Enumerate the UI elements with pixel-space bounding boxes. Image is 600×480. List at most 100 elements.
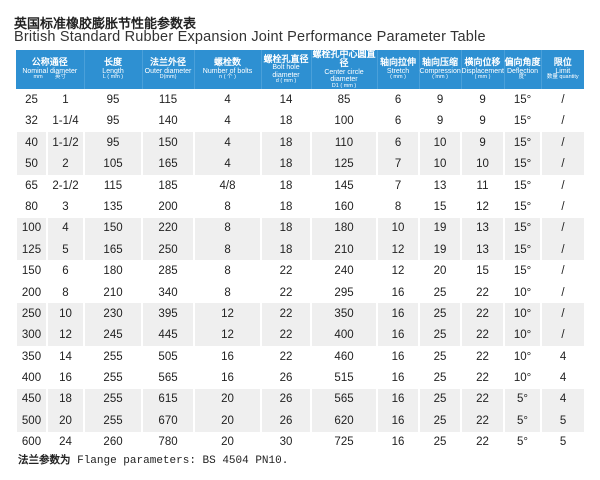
- header-cell: 长度 Length L ( mm ): [83, 50, 143, 90]
- table-cell: 20: [45, 410, 85, 432]
- table-cell: 15°: [503, 153, 542, 175]
- table-cell: 22: [460, 303, 505, 325]
- table-cell: 20: [418, 260, 462, 282]
- header-unit: 度°: [518, 74, 527, 81]
- table-cell: 250: [15, 303, 47, 325]
- table-cell: 25: [418, 367, 462, 389]
- table-cell: 26: [260, 410, 312, 432]
- table-cell: 340: [141, 281, 195, 304]
- table-cell: 2: [45, 153, 85, 175]
- table-cell: 165: [141, 153, 195, 175]
- table-cell: 3: [45, 196, 85, 218]
- table-cell: 10: [460, 153, 505, 175]
- table-cell: 22: [460, 367, 505, 389]
- table-cell: 4: [193, 153, 262, 175]
- table-cell: 16: [376, 367, 420, 389]
- table-cell: 25: [15, 89, 47, 111]
- table-cell: 13: [460, 239, 505, 261]
- table-row: 125 5 165 250 8 18 210 12 19 13 15° /: [15, 239, 585, 261]
- table-cell: 260: [83, 431, 143, 453]
- table-cell: 210: [310, 239, 378, 261]
- table-cell: 18: [260, 217, 312, 240]
- table-cell: 16: [376, 388, 420, 411]
- title-zh: 英国标准橡胶膨胀节性能参数表: [14, 16, 197, 31]
- header-unit: ( mm ): [390, 74, 406, 81]
- table-cell: 4: [540, 346, 585, 368]
- table-cell: 9: [460, 132, 505, 154]
- table-cell: 18: [45, 388, 85, 411]
- table-cell: 245: [83, 324, 143, 347]
- header-zh: 法兰外径: [150, 57, 187, 68]
- table-cell: 10°: [503, 281, 542, 304]
- header-cell: 螺栓数 Number of bolts n ( 个 ): [193, 50, 262, 90]
- table-cell: 5°: [503, 431, 542, 453]
- table-row: 150 6 180 285 8 22 240 12 20 15 15° /: [15, 260, 585, 282]
- table-cell: /: [540, 89, 585, 111]
- table-cell: 15: [418, 196, 462, 218]
- table-cell: 8: [193, 217, 262, 240]
- table-cell: 670: [141, 410, 195, 432]
- table-cell: 300: [15, 324, 47, 347]
- table-cell: 10°: [503, 367, 542, 389]
- table-cell: 6: [376, 110, 420, 133]
- table-cell: 165: [83, 239, 143, 261]
- table-cell: 22: [460, 431, 505, 453]
- table-cell: 15°: [503, 260, 542, 282]
- table-cell: 65: [15, 174, 47, 197]
- table-cell: 240: [310, 260, 378, 282]
- table-cell: 4: [193, 132, 262, 154]
- table-cell: 7: [376, 174, 420, 197]
- table-cell: 12: [460, 196, 505, 218]
- header-unit: n ( 个 ): [219, 74, 236, 81]
- table-cell: 15°: [503, 110, 542, 133]
- table-cell: 615: [141, 388, 195, 411]
- table-row: 80 3 135 200 8 18 160 8 15 12 15° /: [15, 196, 585, 218]
- table-cell: 9: [418, 110, 462, 133]
- table-cell: 255: [83, 367, 143, 389]
- table-cell: 115: [83, 174, 143, 197]
- table-cell: 445: [141, 324, 195, 347]
- table-cell: 19: [418, 217, 462, 240]
- table-cell: 18: [260, 239, 312, 261]
- table-cell: 15°: [503, 132, 542, 154]
- header-cell: 法兰外径 Outer diameter D(mm): [141, 50, 195, 90]
- header-en: Outer diameter: [144, 67, 192, 75]
- table-row: 40 1-1/2 95 150 4 18 110 6 10 9 15° /: [15, 132, 585, 154]
- header-unit: ( mm ): [432, 74, 448, 81]
- header-zh: 轴向压缩: [422, 57, 459, 68]
- table-row: 32 1-1/4 95 140 4 18 100 6 9 9 15° /: [15, 110, 585, 133]
- table-cell: 7: [376, 153, 420, 175]
- table-cell: 25: [418, 388, 462, 411]
- header-nominal-diameter: 公称通径 Nominal diameter mm 英寸: [16, 50, 85, 90]
- table-cell: 200: [141, 196, 195, 218]
- table-cell: 22: [460, 410, 505, 432]
- table-cell: 25: [418, 281, 462, 304]
- table-cell: 22: [260, 260, 312, 282]
- table-cell: 10°: [503, 303, 542, 325]
- header-cell: 螺栓孔直径 Bolt hole diameter d ( mm ): [260, 50, 312, 90]
- table-cell: 15°: [503, 196, 542, 218]
- header-unit: L ( mm ): [102, 74, 124, 81]
- table-cell: 11: [460, 174, 505, 197]
- unit-inch: 英寸: [54, 74, 66, 81]
- table-cell: 6: [376, 132, 420, 154]
- table-cell: 515: [310, 367, 378, 389]
- table-row: 500 20 255 670 20 26 620 16 25 22 5° 5: [15, 410, 585, 432]
- table-cell: 8: [193, 281, 262, 304]
- header-cell: 横向位移 Displacement( mm ): [460, 50, 505, 90]
- table-cell: 210: [83, 281, 143, 304]
- table-cell: 220: [141, 217, 195, 240]
- table-cell: 18: [260, 196, 312, 218]
- table-cell: 150: [141, 132, 195, 154]
- table-cell: 4/8: [193, 174, 262, 197]
- table-cell: 95: [83, 110, 143, 133]
- table-row: 350 14 255 505 16 22 460 16 25 22 10° 4: [15, 346, 585, 368]
- table-cell: 6: [376, 89, 420, 111]
- table-cell: 18: [260, 153, 312, 175]
- table-cell: 22: [260, 303, 312, 325]
- table-cell: 4: [540, 367, 585, 389]
- table-cell: 255: [83, 388, 143, 411]
- table-cell: /: [540, 239, 585, 261]
- table-cell: 2-1/2: [45, 174, 85, 197]
- table-cell: 110: [310, 132, 378, 154]
